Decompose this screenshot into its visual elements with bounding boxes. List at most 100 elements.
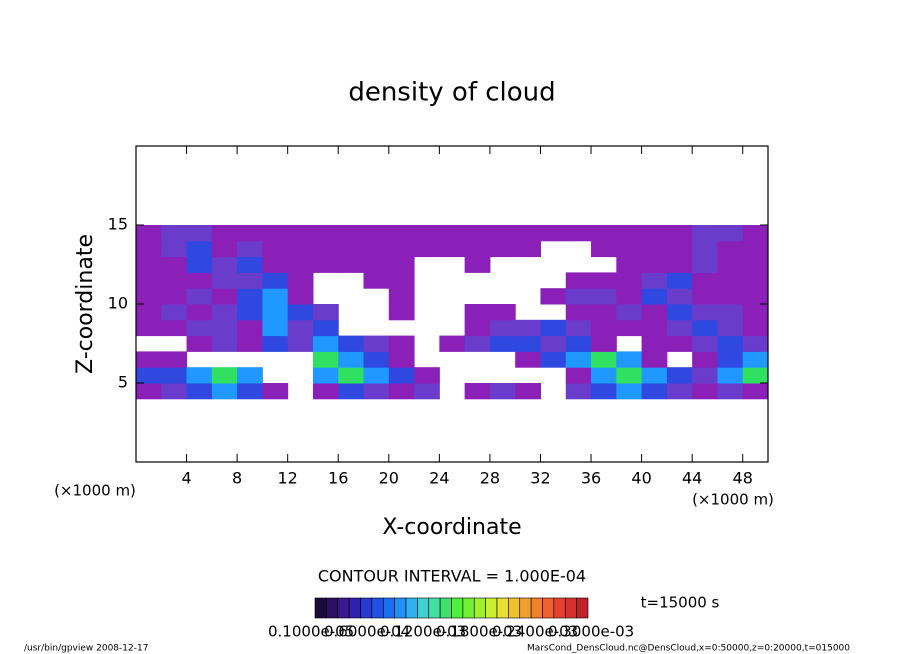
cell xyxy=(262,225,289,242)
colorbar-label: 0.6000e-04 xyxy=(324,623,410,641)
cell xyxy=(540,351,567,368)
cell xyxy=(464,225,491,242)
colorbar: 0.1000e-050.6000e-040.1200e-030.1800e-03… xyxy=(268,597,634,641)
cell xyxy=(388,351,415,368)
cell xyxy=(591,288,617,305)
cell xyxy=(666,304,693,321)
cell xyxy=(186,367,213,384)
cell xyxy=(186,335,213,352)
colorbar-cell xyxy=(371,597,384,619)
cell xyxy=(186,288,213,305)
cell xyxy=(641,256,668,273)
x-tick-label: 4 xyxy=(181,469,191,488)
cell xyxy=(161,319,188,337)
cell xyxy=(692,272,718,289)
colorbar-cell xyxy=(417,597,430,619)
cell xyxy=(565,272,592,289)
cell xyxy=(742,335,769,352)
colorbar-cell xyxy=(496,597,509,619)
cell xyxy=(388,240,415,258)
cell xyxy=(666,288,693,305)
cell xyxy=(540,225,567,242)
cell xyxy=(287,272,314,289)
contour-note: CONTOUR INTERVAL = 1.000E-04 xyxy=(318,567,586,586)
cell xyxy=(565,304,592,321)
cell xyxy=(464,256,491,273)
cell xyxy=(464,335,491,352)
cell xyxy=(742,383,769,400)
cell xyxy=(692,240,718,258)
cell xyxy=(237,383,263,400)
cell xyxy=(312,367,339,384)
cell xyxy=(616,240,643,258)
footer-left: /usr/bin/gpview 2008-12-17 xyxy=(24,644,148,654)
cell xyxy=(312,383,339,400)
cell xyxy=(388,304,415,321)
cell xyxy=(641,272,668,289)
x-axis-label: X-coordinate xyxy=(382,515,521,540)
cell xyxy=(616,367,643,384)
y-tick-label: 15 xyxy=(108,215,128,234)
cell xyxy=(591,367,617,384)
cell xyxy=(338,383,365,400)
cell xyxy=(237,272,263,289)
cell xyxy=(616,256,643,273)
cell xyxy=(262,383,289,400)
colorbar-cell xyxy=(530,597,543,619)
cell xyxy=(211,256,238,273)
cell xyxy=(717,288,744,305)
cell xyxy=(186,240,213,258)
cell xyxy=(641,335,668,352)
cell xyxy=(414,383,440,400)
cell xyxy=(338,351,365,368)
cell xyxy=(591,351,617,368)
cell xyxy=(489,319,516,337)
cell xyxy=(287,240,314,258)
cell xyxy=(287,256,314,273)
cell xyxy=(692,288,718,305)
cell xyxy=(641,240,668,258)
cell xyxy=(262,335,289,352)
colorbar-cell xyxy=(542,597,555,619)
colorbar-cell xyxy=(508,597,521,619)
cell xyxy=(489,335,516,352)
x-tick-label: 20 xyxy=(379,469,399,488)
cell xyxy=(540,288,567,305)
cell xyxy=(237,335,263,352)
colorbar-cell xyxy=(348,597,361,619)
colorbar-cell xyxy=(314,597,327,619)
cell xyxy=(136,240,162,258)
cell xyxy=(363,240,390,258)
cell xyxy=(136,256,162,273)
cell xyxy=(591,335,617,352)
cell xyxy=(616,288,643,305)
cell xyxy=(692,367,718,384)
cell xyxy=(717,225,744,242)
colorbar-cell xyxy=(439,597,452,619)
footer-right: MarsCond_DensCloud.nc@DensCloud,x=0:5000… xyxy=(527,644,850,654)
cell xyxy=(692,319,718,337)
x-tick-label: 44 xyxy=(682,469,702,488)
cell xyxy=(666,319,693,337)
cell xyxy=(363,367,390,384)
cell xyxy=(237,225,263,242)
cell xyxy=(211,272,238,289)
cell xyxy=(439,240,466,258)
x-tick-label: 12 xyxy=(278,469,298,488)
cell xyxy=(262,272,289,289)
cell xyxy=(237,319,263,337)
cell xyxy=(211,288,238,305)
colorbar-label: 0.3000e-03 xyxy=(548,623,634,641)
cell xyxy=(439,335,466,352)
cell xyxy=(666,335,693,352)
cell xyxy=(489,383,516,400)
cell xyxy=(161,304,188,321)
cell xyxy=(464,240,491,258)
cell xyxy=(161,225,188,242)
cell xyxy=(161,256,188,273)
cell xyxy=(616,319,643,337)
cell xyxy=(515,319,541,337)
cell xyxy=(641,304,668,321)
cell xyxy=(717,383,744,400)
cell xyxy=(641,351,668,368)
